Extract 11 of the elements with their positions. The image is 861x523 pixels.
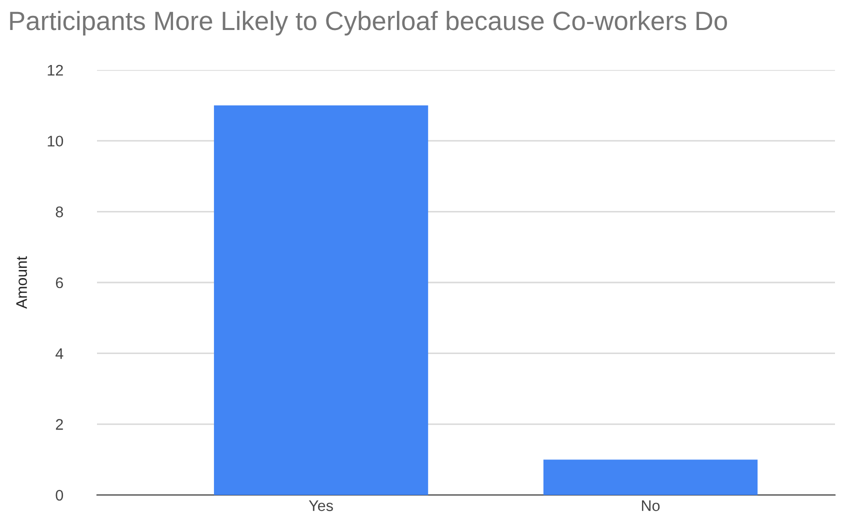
y-tick-label: 8: [56, 206, 64, 218]
y-tick-label: 4: [56, 348, 64, 359]
y-tick-label: 6: [56, 277, 63, 288]
chart-title: Participants More Likely to Cyberloaf because Co-workers Do: [10, 10, 728, 36]
y-axis-title: Amount: [16, 256, 27, 309]
y-tick-label: 2: [56, 419, 63, 430]
y-tick-label: 12: [48, 64, 63, 76]
x-tick-label: No: [642, 500, 660, 512]
y-tick-label: 10: [48, 136, 64, 147]
x-tick-label: Yes: [308, 500, 333, 512]
y-tick-label: 0: [56, 490, 64, 501]
